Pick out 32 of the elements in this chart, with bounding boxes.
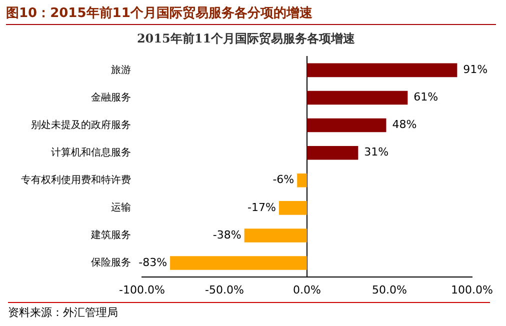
y-tick-label: 金融服务 [91,91,131,104]
data-label: 91% [463,63,488,76]
data-label: -38% [212,228,242,242]
bar [307,118,386,132]
y-tick-label: 建筑服务 [90,229,131,242]
data-label: 48% [392,118,417,132]
x-tick-label: -100.0% [119,283,165,296]
data-label: -6% [272,173,294,186]
y-tick-label: 旅游 [111,64,131,76]
data-label: -83% [138,256,168,269]
data-label: 61% [414,90,438,104]
chart-title: 图10：2015年前11个月国际贸易服务各分项的增速 [6,4,496,25]
bar [297,173,308,188]
chart-subtitle: 2015年前11个月国际贸易服务各项增速 [136,31,356,46]
bar [307,63,458,78]
text: 资料来源：外汇管理局 [8,302,490,320]
data-label: -17% [248,200,276,214]
x-tick-label: 100.0% [451,283,494,296]
data-label: 31% [364,146,389,159]
bar [307,146,358,160]
x-tick-label: -50.0% [205,283,244,296]
y-tick-label: 运输 [111,202,131,214]
x-tick-label: 50.0% [372,283,407,296]
y-tick-label: 保险服务 [91,256,131,269]
x-tick-label: 0.0% [293,283,321,296]
y-tick-label: 计算机和信息服务 [51,146,131,158]
bar [170,256,308,270]
bar [244,228,308,242]
y-tick-label: 专有权利使用费和特许费 [21,174,131,186]
bar [278,201,308,215]
bar [307,90,408,105]
y-tick-label: 别处未提及的政府服务 [31,118,131,131]
